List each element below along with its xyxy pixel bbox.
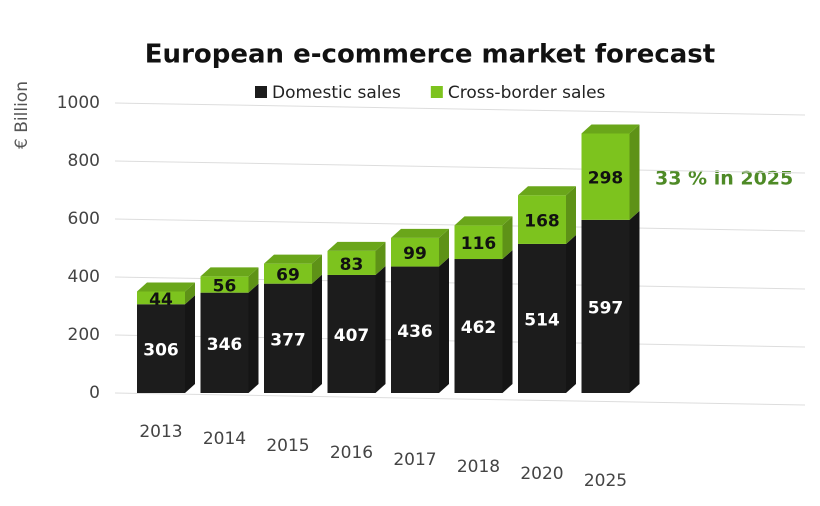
bar-side: [566, 186, 576, 244]
data-label: 69: [276, 266, 300, 286]
y-tick-label: 800: [68, 151, 100, 171]
bar-side: [502, 216, 513, 260]
bar-top: [454, 216, 513, 226]
x-tick-label: 2016: [330, 443, 373, 463]
data-label: 44: [149, 290, 173, 310]
bar-side: [312, 274, 322, 393]
x-tick-label: 2014: [203, 429, 246, 449]
data-label: 56: [213, 277, 237, 297]
bar-top: [581, 124, 640, 134]
bar-side: [502, 250, 513, 393]
bar-side: [375, 265, 386, 393]
bar: [137, 291, 185, 305]
bar-top: [327, 241, 386, 251]
bar: [391, 237, 439, 267]
y-tick-label: 200: [68, 325, 100, 345]
x-tick-label: 2017: [393, 450, 436, 470]
x-tick-label: 2020: [520, 464, 563, 484]
bar: [264, 283, 312, 393]
bar-side: [439, 257, 449, 393]
bar: [327, 250, 376, 275]
data-label: 436: [397, 322, 433, 342]
grid-line: [114, 160, 806, 174]
bar: [200, 292, 249, 393]
y-tick-label: 0: [89, 383, 100, 403]
bar-top: [264, 254, 322, 264]
bar: [327, 274, 376, 393]
bar: [454, 259, 503, 393]
bar-side: [248, 283, 259, 393]
y-tick-label: 400: [68, 267, 100, 287]
bar: [518, 195, 566, 244]
bar: [581, 133, 630, 220]
y-axis-label: € Billion: [12, 81, 32, 149]
bar-side: [439, 228, 449, 267]
bar-top: [518, 186, 576, 196]
data-label: 377: [270, 330, 306, 350]
bar: [137, 304, 185, 393]
grid-line: [114, 102, 806, 116]
y-tick-label: 600: [68, 209, 100, 229]
bar: [454, 225, 503, 260]
bar-side: [629, 210, 640, 393]
bar: [264, 263, 312, 284]
data-label: 597: [588, 298, 624, 318]
bar-side: [185, 282, 195, 305]
data-label: 462: [461, 318, 497, 338]
data-label: 298: [588, 169, 624, 189]
bar-top: [137, 282, 195, 292]
bar: [518, 243, 566, 393]
data-label: 407: [334, 326, 370, 346]
data-label: 514: [524, 310, 560, 330]
legend-label: Domestic sales: [272, 83, 401, 103]
bar-top: [200, 267, 259, 277]
bar: [391, 266, 439, 393]
x-tick-label: 2025: [584, 471, 627, 491]
bar: [200, 276, 249, 293]
data-label: 99: [403, 244, 427, 264]
data-label: 116: [461, 234, 497, 254]
data-label: 83: [340, 255, 364, 275]
data-label: 306: [143, 341, 179, 361]
y-tick-label: 1000: [57, 93, 100, 113]
legend-label: Cross-border sales: [448, 83, 606, 103]
bar-side: [248, 267, 259, 293]
bar: [581, 219, 630, 393]
bar-side: [185, 295, 195, 393]
x-tick-label: 2018: [457, 457, 500, 477]
bar-side: [629, 124, 640, 220]
x-tick-label: 2013: [139, 422, 182, 442]
x-tick-label: 2015: [266, 436, 309, 456]
legend-swatch: [255, 86, 267, 98]
data-label: 346: [207, 335, 243, 355]
bar-side: [566, 234, 576, 393]
grid-line: [114, 392, 806, 406]
annotation: 33 % in 2025: [655, 168, 793, 190]
data-label: 168: [524, 212, 560, 232]
chart-title: European e-commerce market forecast: [145, 40, 715, 70]
bar-top: [391, 228, 449, 238]
bar-side: [312, 254, 322, 284]
bar-side: [375, 241, 386, 275]
legend-swatch: [430, 86, 443, 98]
